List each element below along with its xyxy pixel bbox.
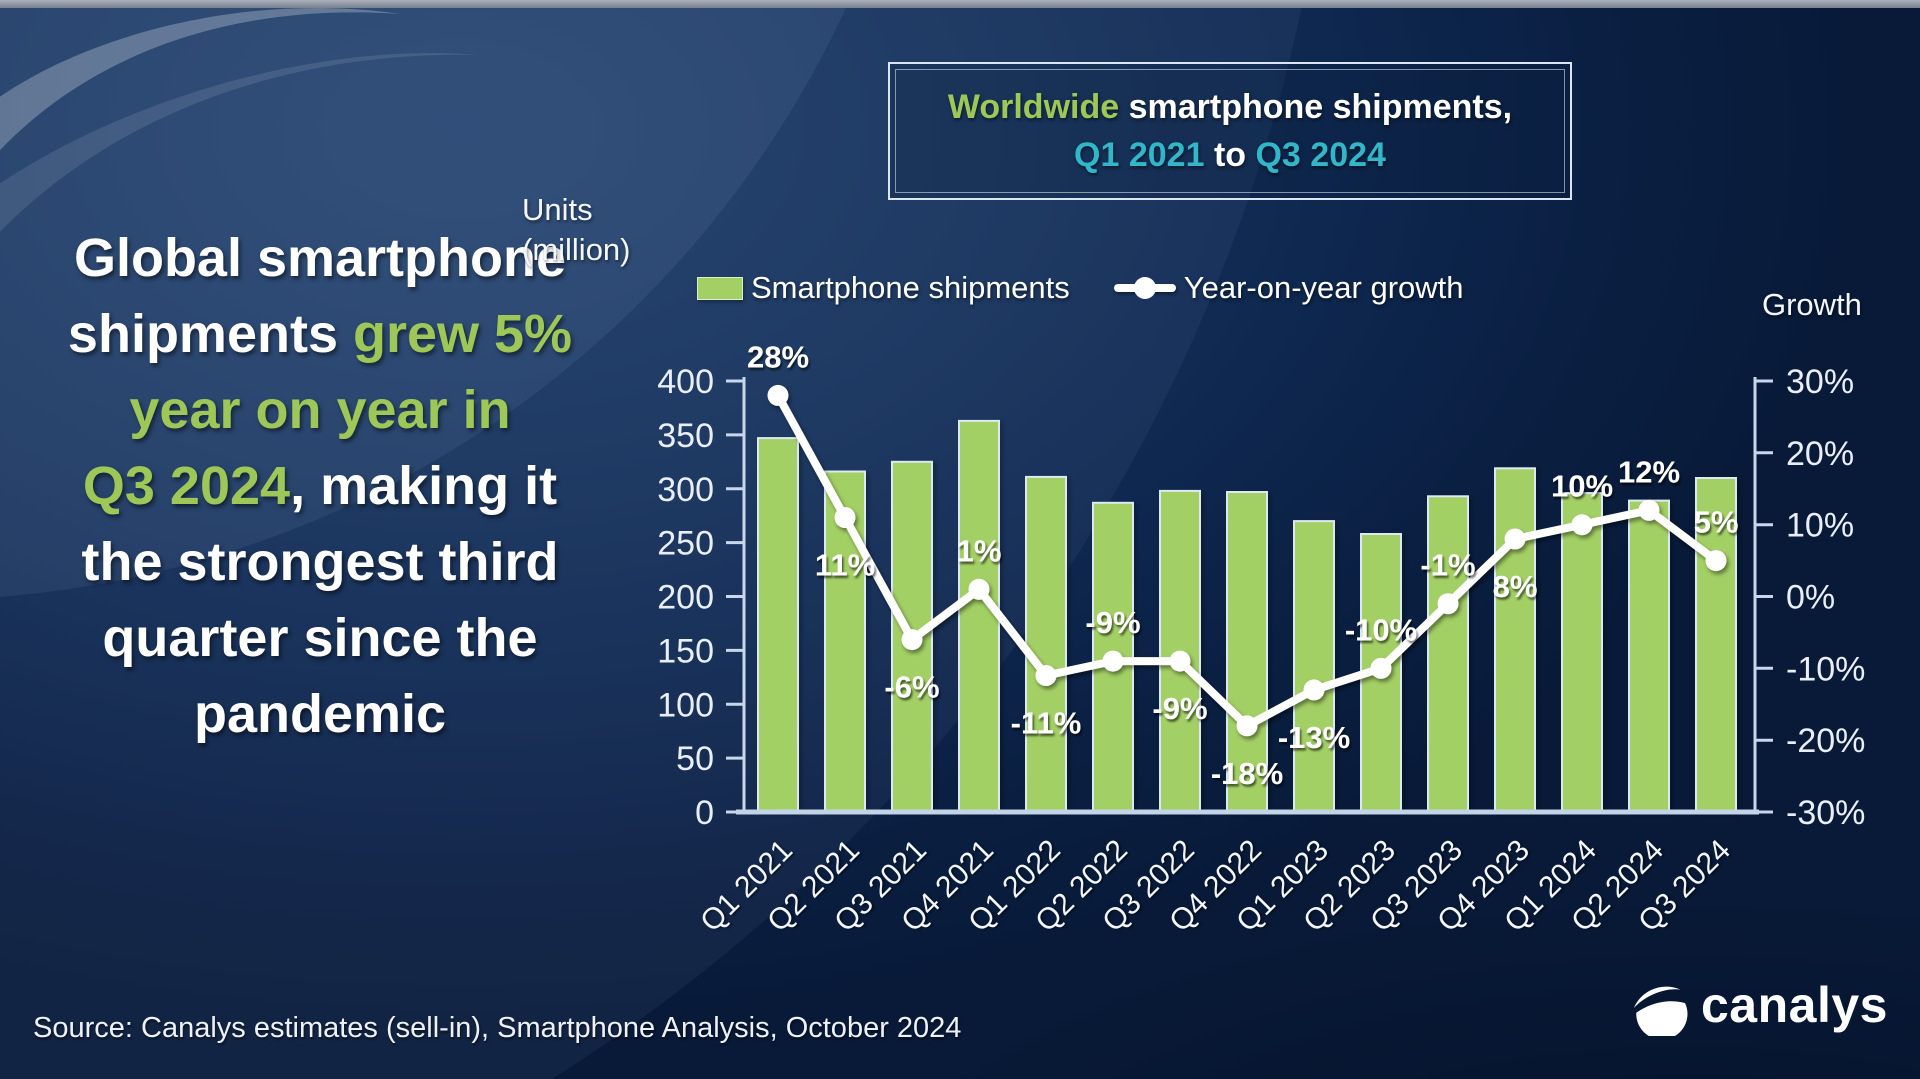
legend-bar-swatch-icon [697,276,743,300]
chart-title-box: Worldwide smartphone shipments, Q1 2021 t… [888,62,1572,200]
growth-point [1169,650,1191,672]
right-tick-label: -10% [1786,650,1865,688]
canalys-logo-icon [1633,986,1688,1036]
right-tick-label: 10% [1786,507,1854,545]
right-tick-label: -20% [1786,722,1865,760]
text-line: pandemic [193,684,447,744]
growth-point [834,507,856,528]
growth-point [767,384,789,406]
bar [1628,499,1670,813]
bar [1561,492,1603,813]
growth-label: -9% [1085,605,1140,640]
left-tick-label: 350 [657,417,714,455]
left-tick-label: 200 [657,579,714,617]
right-axis-title: Growth [1762,287,1862,322]
canalys-logo: canalys [1630,977,1888,1036]
headline: Global smartphone shipments grew 5% year o… [40,220,600,752]
right-tick-label: 0% [1786,579,1835,617]
growth-line [767,384,1727,737]
growth-label: 1% [957,533,1002,568]
source-text: Source: Canalys estimates (sell-in), Sma… [33,1012,962,1044]
bar [1025,475,1067,813]
growth-point [1370,657,1392,679]
legend-line-marker-icon [1113,284,1176,292]
text-line: shipments grew 5% [67,304,573,364]
legend-item-growth: Year-on-year growth [1113,270,1464,306]
growth-label: -18% [1211,756,1283,791]
text-line: Q3 2024, making it [82,456,558,516]
legend-label-shipments: Smartphone shipments [751,270,1070,305]
growth-label: 12% [1618,454,1680,489]
left-axis-title: Units (million) [522,190,631,270]
growth-point [1638,499,1660,521]
left-axis-title-line2: (million) [522,232,631,267]
left-axis-title-line1: Units [522,192,593,227]
right-tick-label: -30% [1786,794,1865,832]
growth-point [1504,528,1526,550]
right-axis: 30% 20% 10% 0% -10% -20% -30% [1753,363,1865,832]
bar [1427,495,1469,813]
canalys-logo-wordmark: canalys [1701,977,1888,1033]
growth-point [1437,593,1459,615]
growth-labels: 28%11%-6%1%-11%-9%-9%-18%-13%-10%-1%8%10… [747,339,1738,790]
bar [1494,467,1536,813]
left-tick-label: 400 [657,363,714,401]
text-line: year on year in [129,380,511,440]
right-tick-label: 20% [1786,435,1854,473]
bar [958,419,1000,813]
text-line: Worldwide smartphone shipments, [947,88,1513,126]
left-tick-label: 100 [657,686,714,724]
legend-label-growth: Year-on-year growth [1183,270,1464,305]
left-tick-label: 300 [657,471,714,509]
growth-label: -9% [1152,691,1207,726]
bar [824,470,866,813]
growth-label: 11% [815,548,875,583]
growth-point [1705,550,1727,572]
text-line: Global smartphone [73,228,567,288]
growth-point [1571,514,1593,536]
bar [757,437,799,813]
growth-point [1102,650,1124,672]
growth-point [1035,665,1057,686]
growth-label: -6% [884,670,939,705]
growth-label: -13% [1278,720,1350,755]
left-tick-label: 50 [676,740,714,778]
growth-label: -1% [1420,548,1475,583]
growth-label: -11% [1011,706,1082,741]
growth-point [968,578,990,600]
growth-label: 5% [1694,505,1739,540]
growth-point [901,629,923,651]
text-line: the strongest third [81,532,559,592]
growth-label: 10% [1551,469,1613,504]
bar [1293,520,1335,813]
left-axis: 400 350 300 250 200 150 100 50 0 [657,363,746,832]
growth-point [1303,679,1325,701]
legend-item-shipments: Smartphone shipments [697,270,1070,306]
right-tick-label: 30% [1786,363,1854,401]
text-line: Q1 2021 to Q3 2024 [1074,136,1386,174]
window-edge-strip [0,0,1920,8]
left-tick-label: 0 [695,794,714,832]
growth-point [1236,715,1258,737]
growth-label: -10% [1345,612,1417,647]
left-tick-label: 250 [657,525,714,563]
growth-label: 8% [1493,569,1538,604]
text-line: quarter since the [102,608,538,668]
growth-label: 28% [747,339,809,374]
left-tick-label: 150 [657,632,714,670]
chart-legend: Smartphone shipments Year-on-year growth [697,270,1464,306]
